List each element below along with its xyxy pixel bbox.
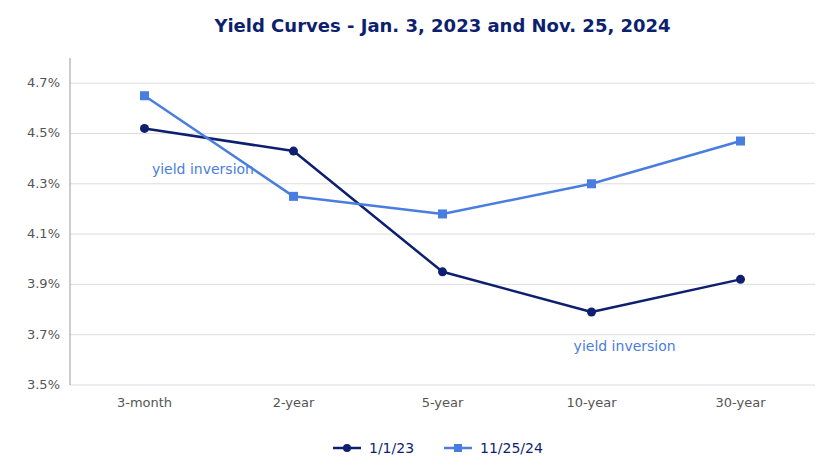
series-marker [438,209,447,218]
plot-area [140,91,745,316]
grid-line [70,83,815,84]
series-marker [587,179,596,188]
y-tick-label: 4.3% [27,176,60,191]
grid-line [70,284,815,285]
legend-label: 1/1/23 [369,440,414,456]
y-tick-label: 3.5% [27,377,60,392]
y-tick-label: 4.5% [27,125,60,140]
annotation: yield inversion [574,338,676,354]
series-marker [289,192,298,201]
series-line [145,96,741,214]
y-tick-label: 3.9% [27,276,60,291]
x-tick-label: 30-year [715,395,766,410]
title: Yield Curves - Jan. 3, 2023 and Nov. 25,… [213,15,670,36]
legend: 1/1/23 11/25/24 [333,440,543,456]
series-marker [736,137,745,146]
series-marker [140,124,149,133]
series-marker [140,91,149,100]
y-tick-label: 4.1% [27,226,60,241]
series-marker [438,267,447,276]
x-tick-label: 2-year [273,395,315,410]
grid-line [70,385,815,386]
grid-line [70,334,815,335]
y-tick-label: 3.7% [27,327,60,342]
annotation: yield inversion [152,161,254,177]
x-tick-label: 10-year [566,395,617,410]
grid-line [70,234,815,235]
x-tick-label: 5-year [422,395,464,410]
x-tick-label: 3-month [117,395,172,410]
y-tick-label: 4.7% [27,75,60,90]
series-marker [736,275,745,284]
series-marker [587,308,596,317]
grid-line [70,183,815,184]
chart: Yield Curves - Jan. 3, 2023 and Nov. 25,… [0,0,840,472]
grid [70,83,815,385]
y-axis-line [70,58,71,385]
legend-marker [343,444,351,452]
legend-label: 11/25/24 [480,440,543,456]
legend-marker [454,444,462,452]
series-marker [289,147,298,156]
